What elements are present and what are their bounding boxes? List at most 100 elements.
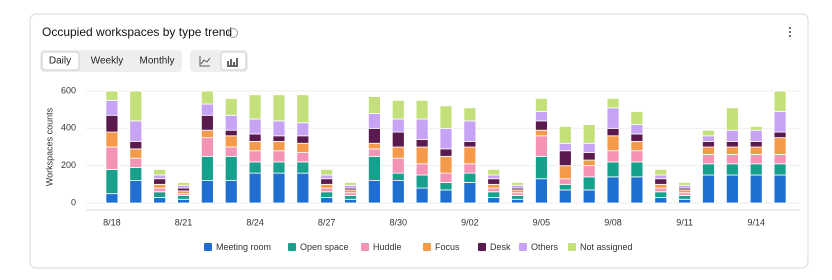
bar-segment <box>654 168 668 176</box>
bar-segment <box>654 191 668 198</box>
bar-segment <box>368 155 381 181</box>
bar-segment <box>535 129 548 137</box>
bar-segment <box>582 152 596 161</box>
x-tick-label: 8/18 <box>103 217 121 227</box>
tab[interactable]: Daily <box>49 56 71 67</box>
x-tick-label: 9/11 <box>676 217 693 227</box>
bar-segment <box>391 146 405 159</box>
bar-segment <box>511 198 524 204</box>
bar-segment <box>105 90 119 101</box>
bar-segment <box>439 155 453 174</box>
bar-segment <box>129 157 143 168</box>
bar-segment <box>702 163 715 176</box>
bar-segment <box>177 195 190 200</box>
bar-segment <box>415 139 429 148</box>
bar-segment <box>725 154 739 165</box>
x-tick-label: 9/02 <box>461 217 479 227</box>
tab[interactable]: Monthly <box>139 56 174 67</box>
bar-segment <box>320 191 334 198</box>
bar-segment <box>105 168 119 195</box>
bar-segment <box>439 127 453 150</box>
bar-segment <box>606 135 620 152</box>
bar-segment <box>344 184 357 189</box>
bar-segment <box>582 159 596 167</box>
bar-segment <box>749 129 763 142</box>
bar-segment <box>749 140 763 148</box>
bar-segment <box>272 161 286 174</box>
bar-segment <box>129 120 143 142</box>
bar-segment <box>272 140 286 152</box>
bar-segment <box>105 146 119 170</box>
bar-segment <box>463 182 477 204</box>
bar-segment <box>678 184 692 189</box>
bar-segment <box>391 118 405 133</box>
bar-segment <box>439 182 453 191</box>
bar-segment <box>630 161 644 178</box>
bar-segment <box>224 155 238 181</box>
bar-segment <box>558 126 572 144</box>
x-tick-label: 9/08 <box>604 217 622 227</box>
bar-segment <box>654 178 668 185</box>
bar-segment <box>368 127 381 144</box>
bar-segment <box>224 135 238 148</box>
bar-segment <box>582 142 596 153</box>
bar-segment <box>463 146 477 165</box>
bar-segment <box>487 178 501 185</box>
y-tick-label: 600 <box>61 85 76 95</box>
info-icon[interactable] <box>228 28 238 38</box>
bar-segment <box>725 146 739 155</box>
bar-segment <box>439 189 453 204</box>
legend-label: Huddle <box>373 242 402 252</box>
bar-segment <box>725 163 739 176</box>
bar-segment <box>105 114 119 133</box>
bar-segment <box>511 192 524 196</box>
bar-segment <box>415 187 429 204</box>
bar-segment <box>725 140 739 148</box>
bar-segment <box>391 157 405 174</box>
bar-segment <box>415 174 429 189</box>
bar-segment <box>463 140 477 148</box>
bar-segment <box>511 189 524 194</box>
bar-segment <box>320 178 334 185</box>
kebab-menu[interactable] <box>789 27 791 37</box>
legend-swatch <box>423 243 431 251</box>
legend-label: Focus <box>435 242 460 252</box>
bar-segment <box>535 120 548 131</box>
bar-segment <box>248 140 262 152</box>
bar-segment <box>391 180 405 204</box>
legend-swatch <box>568 243 576 251</box>
bar-segment <box>558 150 572 167</box>
bar-segment <box>439 172 453 183</box>
bar-segment <box>320 174 334 180</box>
bar-segment <box>749 163 763 176</box>
bar-segment <box>368 180 381 204</box>
bar-segment <box>391 172 405 181</box>
line-chart-icon[interactable] <box>199 56 211 67</box>
legend-label: Not assigned <box>580 242 633 252</box>
bar-segment <box>582 176 596 191</box>
bar-segment <box>248 161 262 174</box>
bar-segment <box>725 174 739 204</box>
tab[interactable]: Weekly <box>91 56 124 67</box>
bar-segment <box>344 192 357 196</box>
bar-segment <box>415 163 429 176</box>
bar-segment <box>749 146 763 155</box>
y-tick-label: 200 <box>61 160 76 170</box>
bar-segment <box>368 142 381 150</box>
bar-segment <box>272 150 286 163</box>
bar-segment <box>296 142 310 153</box>
bar-segment <box>749 154 763 165</box>
x-tick-label: 8/27 <box>318 217 336 227</box>
bar-segment <box>153 183 167 189</box>
bar-segment <box>177 187 190 192</box>
legend-swatch <box>519 243 527 251</box>
bar-segment <box>511 184 524 189</box>
bar-chart-toggle[interactable] <box>220 51 247 71</box>
bar-segment <box>200 180 214 204</box>
bar-segment <box>177 190 190 195</box>
legend-label: Open space <box>300 242 349 252</box>
tab-selected[interactable] <box>41 51 80 71</box>
bar-segment <box>320 187 334 193</box>
bar-segment <box>678 192 692 196</box>
